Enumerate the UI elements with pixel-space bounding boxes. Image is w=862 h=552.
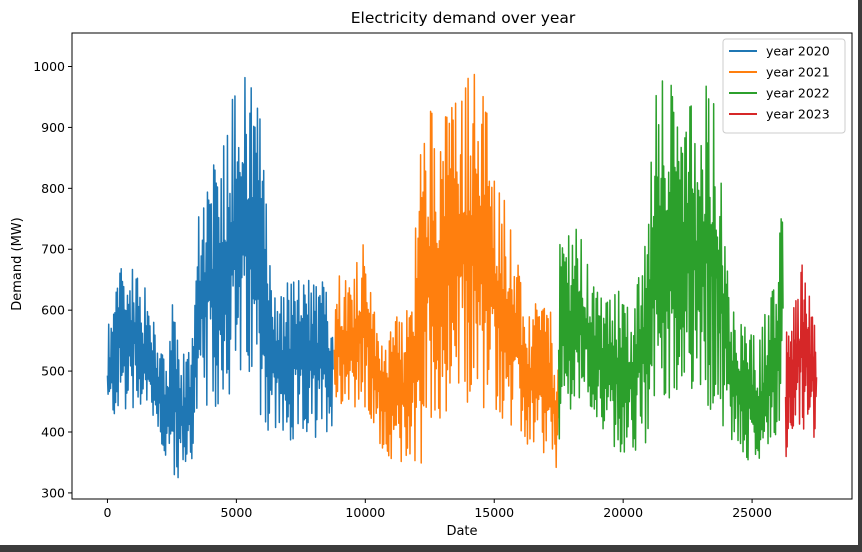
y-tick-label: 400 [41, 424, 65, 439]
legend-label: year 2022 [766, 86, 830, 101]
window-edge-bottom [0, 545, 862, 552]
y-tick-label: 600 [41, 303, 65, 318]
y-tick-label: 700 [41, 242, 65, 257]
legend-label: year 2020 [766, 44, 830, 59]
series-line-2 [333, 73, 560, 469]
x-tick-label: 20000 [603, 505, 643, 520]
x-tick-label: 0 [103, 505, 111, 520]
y-axis-label: Demand (MW) [10, 217, 25, 310]
x-tick-label: 15000 [474, 505, 514, 520]
legend-label: year 2021 [766, 65, 830, 80]
y-tick-label: 300 [41, 485, 65, 500]
y-ticks: 300 400 500 600 700 800 900 1000 [33, 59, 72, 500]
series-line-3 [557, 80, 784, 461]
window-edge-right [858, 0, 862, 552]
y-tick-label: 900 [41, 120, 65, 135]
y-tick-label: 1000 [33, 59, 65, 74]
legend-label: year 2023 [766, 107, 830, 122]
chart-title: Electricity demand over year [351, 9, 576, 27]
series-layer [106, 73, 818, 479]
y-tick-label: 500 [41, 364, 65, 379]
plot-frame [71, 32, 853, 500]
y-tick-label: 800 [41, 181, 65, 196]
series-line-1 [106, 76, 334, 479]
legend: year 2020 year 2021 year 2022 year 2023 [722, 38, 846, 134]
x-tick-label: 25000 [732, 505, 772, 520]
legend-box [722, 38, 846, 134]
x-ticks: 0 5000 10000 15000 20000 25000 [103, 499, 772, 520]
series-line-4 [784, 264, 818, 458]
x-tick-label: 5000 [220, 505, 252, 520]
x-tick-label: 10000 [345, 505, 385, 520]
x-axis-label: Date [446, 524, 477, 539]
